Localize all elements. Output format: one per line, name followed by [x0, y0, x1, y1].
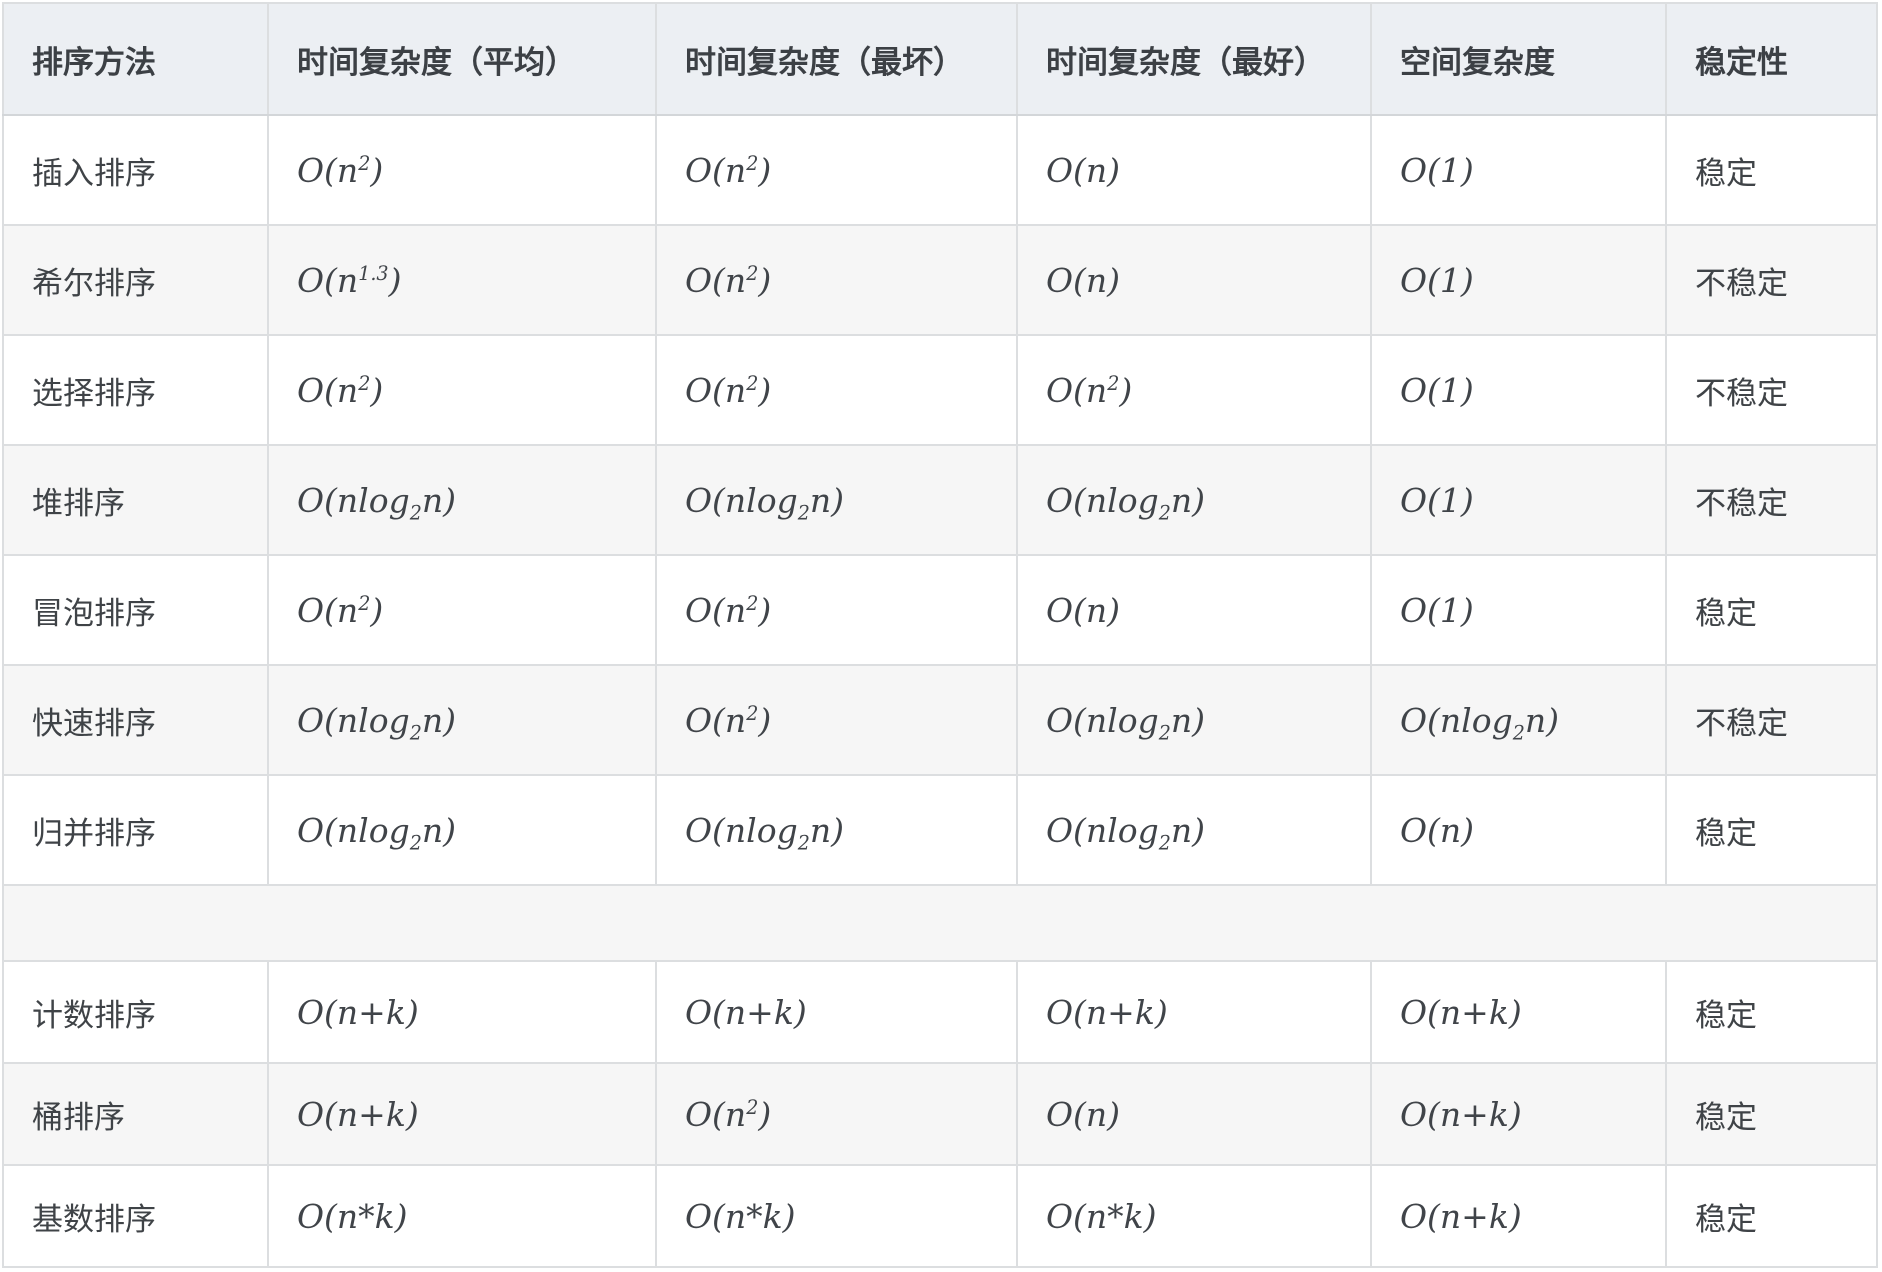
worst-complexity-cell: O(n2) [655, 664, 1018, 776]
method-cell: 希尔排序 [2, 224, 269, 336]
table-row: 冒泡排序 O(n2) O(n2) O(n) O(1) 稳定 [2, 554, 1878, 666]
best-complexity-cell: O(n) [1016, 114, 1372, 226]
stability-cell: 不稳定 [1665, 334, 1878, 446]
space-complexity-cell: O(1) [1370, 334, 1667, 446]
worst-complexity-cell: O(n2) [655, 334, 1018, 446]
method-cell: 桶排序 [2, 1062, 269, 1166]
worst-complexity-cell: O(nlog2n) [655, 774, 1018, 886]
stability-cell: 不稳定 [1665, 224, 1878, 336]
method-cell: 归并排序 [2, 774, 269, 886]
worst-complexity-cell: O(n2) [655, 224, 1018, 336]
worst-complexity-cell: O(n*k) [655, 1164, 1018, 1268]
col-header-worst: 时间复杂度（最坏） [655, 2, 1018, 116]
stability-cell: 不稳定 [1665, 444, 1878, 556]
table-body: 插入排序 O(n2) O(n2) O(n) O(1) 稳定 希尔排序 O(n1.3) O(n2)… [2, 114, 1878, 1268]
stability-cell: 稳定 [1665, 774, 1878, 886]
space-complexity-cell: O(n) [1370, 774, 1667, 886]
avg-complexity-cell: O(nlog2n) [267, 774, 657, 886]
best-complexity-cell: O(nlog2n) [1016, 664, 1372, 776]
worst-complexity-cell: O(n+k) [655, 960, 1018, 1064]
best-complexity-cell: O(n*k) [1016, 1164, 1372, 1268]
space-complexity-cell: O(1) [1370, 444, 1667, 556]
avg-complexity-cell: O(n2) [267, 554, 657, 666]
table-row: 归并排序 O(nlog2n) O(nlog2n) O(nlog2n) O(n) 稳定 [2, 774, 1878, 886]
avg-complexity-cell: O(n1.3) [267, 224, 657, 336]
table-row: 希尔排序 O(n1.3) O(n2) O(n) O(1) 不稳定 [2, 224, 1878, 336]
col-header-space: 空间复杂度 [1370, 2, 1667, 116]
worst-complexity-cell: O(n2) [655, 114, 1018, 226]
table-row: 计数排序 O(n+k) O(n+k) O(n+k) O(n+k) 稳定 [2, 960, 1878, 1064]
table-row: 选择排序 O(n2) O(n2) O(n2) O(1) 不稳定 [2, 334, 1878, 446]
space-complexity-cell: O(n+k) [1370, 960, 1667, 1064]
worst-complexity-cell: O(n2) [655, 554, 1018, 666]
best-complexity-cell: O(n) [1016, 1062, 1372, 1166]
table-row: 基数排序 O(n*k) O(n*k) O(n*k) O(n+k) 稳定 [2, 1164, 1878, 1268]
method-cell: 计数排序 [2, 960, 269, 1064]
stability-cell: 稳定 [1665, 114, 1878, 226]
col-header-avg: 时间复杂度（平均） [267, 2, 657, 116]
best-complexity-cell: O(nlog2n) [1016, 444, 1372, 556]
avg-complexity-cell: O(n+k) [267, 960, 657, 1064]
best-complexity-cell: O(n) [1016, 554, 1372, 666]
col-header-stable: 稳定性 [1665, 2, 1878, 116]
space-complexity-cell: O(1) [1370, 224, 1667, 336]
table-header: 排序方法 时间复杂度（平均） 时间复杂度（最坏） 时间复杂度（最好） 空间复杂度 稳定性 [2, 2, 1878, 116]
table-row: 堆排序 O(nlog2n) O(nlog2n) O(nlog2n) O(1) 不稳定 [2, 444, 1878, 556]
best-complexity-cell: O(n2) [1016, 334, 1372, 446]
space-complexity-cell: O(n+k) [1370, 1062, 1667, 1166]
space-complexity-cell: O(nlog2n) [1370, 664, 1667, 776]
table-row: 插入排序 O(n2) O(n2) O(n) O(1) 稳定 [2, 114, 1878, 226]
method-cell: 基数排序 [2, 1164, 269, 1268]
col-header-method: 排序方法 [2, 2, 269, 116]
avg-complexity-cell: O(nlog2n) [267, 444, 657, 556]
method-cell: 快速排序 [2, 664, 269, 776]
worst-complexity-cell: O(nlog2n) [655, 444, 1018, 556]
spacer-row [2, 884, 1878, 962]
spacer-cell [2, 884, 1878, 962]
worst-complexity-cell: O(n2) [655, 1062, 1018, 1166]
avg-complexity-cell: O(n*k) [267, 1164, 657, 1268]
col-header-best: 时间复杂度（最好） [1016, 2, 1372, 116]
stability-cell: 不稳定 [1665, 664, 1878, 776]
avg-complexity-cell: O(n2) [267, 114, 657, 226]
avg-complexity-cell: O(nlog2n) [267, 664, 657, 776]
stability-cell: 稳定 [1665, 1164, 1878, 1268]
stability-cell: 稳定 [1665, 554, 1878, 666]
method-cell: 选择排序 [2, 334, 269, 446]
avg-complexity-cell: O(n2) [267, 334, 657, 446]
best-complexity-cell: O(nlog2n) [1016, 774, 1372, 886]
stability-cell: 稳定 [1665, 1062, 1878, 1166]
space-complexity-cell: O(1) [1370, 554, 1667, 666]
avg-complexity-cell: O(n+k) [267, 1062, 657, 1166]
method-cell: 堆排序 [2, 444, 269, 556]
best-complexity-cell: O(n+k) [1016, 960, 1372, 1064]
method-cell: 插入排序 [2, 114, 269, 226]
best-complexity-cell: O(n) [1016, 224, 1372, 336]
table-row: 快速排序 O(nlog2n) O(n2) O(nlog2n) O(nlog2n) 不稳定 [2, 664, 1878, 776]
table-row: 桶排序 O(n+k) O(n2) O(n) O(n+k) 稳定 [2, 1062, 1878, 1166]
space-complexity-cell: O(n+k) [1370, 1164, 1667, 1268]
method-cell: 冒泡排序 [2, 554, 269, 666]
header-row: 排序方法 时间复杂度（平均） 时间复杂度（最坏） 时间复杂度（最好） 空间复杂度 稳定性 [2, 2, 1878, 116]
space-complexity-cell: O(1) [1370, 114, 1667, 226]
stability-cell: 稳定 [1665, 960, 1878, 1064]
